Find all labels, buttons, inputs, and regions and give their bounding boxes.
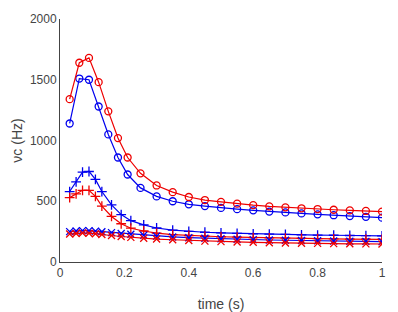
svg-text:0.2: 0.2 <box>116 266 133 280</box>
svg-text:1: 1 <box>379 266 386 280</box>
svg-text:0.8: 0.8 <box>309 266 326 280</box>
svg-text:time (s): time (s) <box>198 296 245 312</box>
svg-text:0: 0 <box>50 255 57 269</box>
svg-text:νc (Hz): νc (Hz) <box>9 118 25 162</box>
svg-text:1000: 1000 <box>30 134 57 148</box>
svg-text:0: 0 <box>57 266 64 280</box>
svg-text:2000: 2000 <box>30 12 57 26</box>
svg-text:0.6: 0.6 <box>245 266 262 280</box>
svg-text:0.4: 0.4 <box>180 266 197 280</box>
svg-text:500: 500 <box>37 194 57 208</box>
svg-text:1500: 1500 <box>30 73 57 87</box>
